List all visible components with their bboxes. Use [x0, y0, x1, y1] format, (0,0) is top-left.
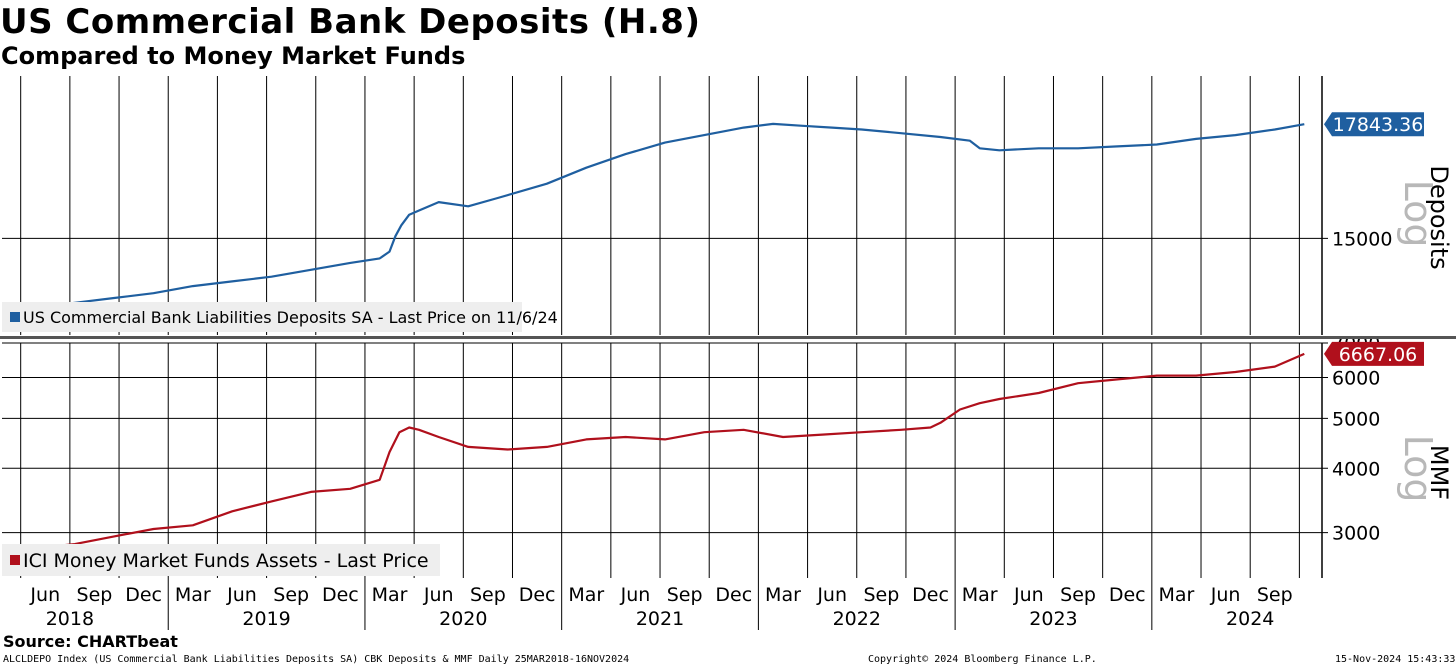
x-month-label: Jun [1210, 584, 1241, 606]
x-month-label: Dec [322, 584, 359, 606]
legend-label: ICI Money Market Funds Assets - Last Pri… [23, 550, 429, 572]
series-line-deposits [5, 122, 1305, 314]
last-value-flag [1324, 341, 1424, 366]
x-month-label: Mar [962, 584, 998, 606]
chart-subtitle: Compared to Money Market Funds [1, 42, 466, 70]
log-scale-watermark: Log [1396, 435, 1440, 503]
legend-swatch [10, 555, 20, 565]
legend-swatch [10, 312, 20, 322]
log-scale-watermark: Log [1396, 180, 1440, 248]
x-month-label: Dec [519, 584, 556, 606]
legend-box [2, 544, 440, 576]
y-tick-label: 4000 [1332, 458, 1380, 480]
x-month-label: Sep [667, 584, 703, 606]
x-month-label: Jun [816, 584, 847, 606]
x-month-label: Mar [1158, 584, 1194, 606]
x-month-label: Jun [29, 584, 60, 606]
x-month-label: Sep [1257, 584, 1293, 606]
x-year-label: 2022 [833, 608, 881, 630]
x-year-label: 2024 [1226, 608, 1274, 630]
timestamp: 15-Nov-2024 15:43:33 [1335, 654, 1456, 665]
legend-label: US Commercial Bank Liabilities Deposits … [23, 308, 558, 327]
x-month-label: Dec [1109, 584, 1146, 606]
x-month-label: Dec [912, 584, 949, 606]
x-month-label: Jun [620, 584, 651, 606]
x-year-label: 2018 [46, 608, 94, 630]
last-value-label: 6667.06 [1339, 344, 1418, 366]
x-year-label: 2021 [636, 608, 684, 630]
x-month-label: Sep [1060, 584, 1096, 606]
source-label: Source: CHARTbeat [3, 632, 178, 651]
x-month-label: Jun [423, 584, 454, 606]
copyright-notice: Copyright© 2024 Bloomberg Finance L.P. [868, 654, 1097, 665]
y-tick-label: 15000 [1332, 228, 1392, 250]
x-month-label: Jun [1013, 584, 1044, 606]
x-month-label: Dec [125, 584, 162, 606]
x-month-label: Jun [226, 584, 257, 606]
last-value-label: 17843.36 [1333, 114, 1424, 136]
legend-box [2, 302, 522, 332]
series-line-mmf [5, 352, 1305, 551]
x-year-label: 2023 [1029, 608, 1077, 630]
x-year-label: 2020 [439, 608, 487, 630]
chart-title: US Commercial Bank Deposits (H.8) [0, 2, 701, 42]
x-month-label: Sep [273, 584, 309, 606]
x-year-label: 2019 [242, 608, 290, 630]
axis-title: MMF [1425, 445, 1453, 500]
x-month-label: Mar [568, 584, 604, 606]
x-month-label: Sep [470, 584, 506, 606]
x-month-label: Sep [77, 584, 113, 606]
x-month-label: Mar [175, 584, 211, 606]
y-tick-label: 3000 [1332, 523, 1380, 545]
x-month-label: Dec [715, 584, 752, 606]
x-month-label: Sep [863, 584, 899, 606]
y-tick-label: 6000 [1332, 368, 1380, 390]
ticker-description: ALCLDEPO Index (US Commercial Bank Liabi… [3, 654, 630, 665]
x-month-label: Mar [372, 584, 408, 606]
last-value-flag [1324, 112, 1424, 137]
axis-title: Deposits [1425, 165, 1453, 269]
x-month-label: Mar [765, 584, 801, 606]
y-tick-label: 5000 [1332, 408, 1380, 430]
